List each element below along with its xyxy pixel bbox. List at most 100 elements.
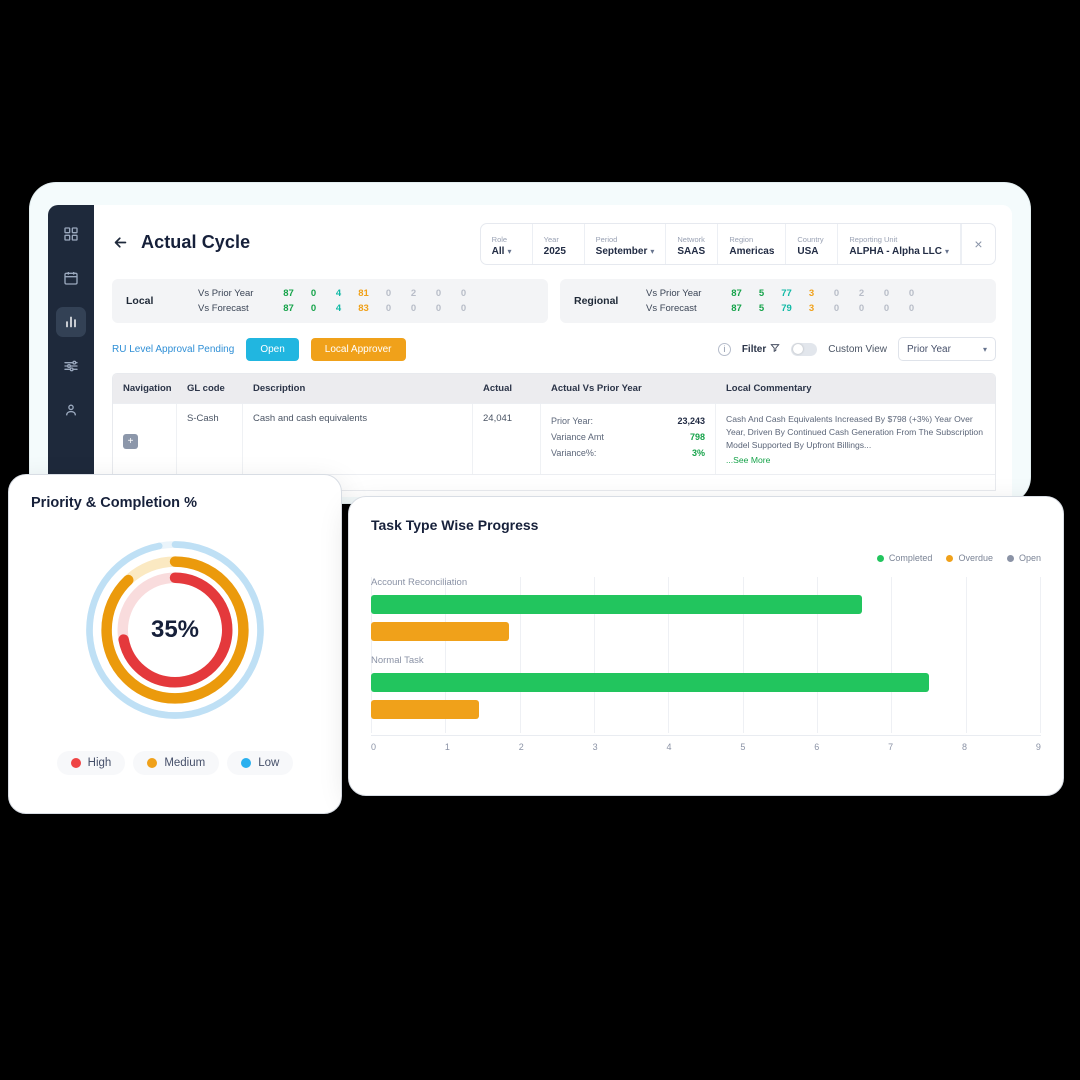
cell-local-commentary: Cash And Cash Equivalents Increased By $… bbox=[716, 404, 995, 474]
app-window: Actual Cycle Role All ▾ Year 2025 bbox=[48, 205, 1012, 497]
filter-region-value: Americas bbox=[729, 246, 775, 257]
app-content: Actual Cycle Role All ▾ Year 2025 bbox=[94, 205, 1012, 497]
gridline bbox=[1039, 577, 1041, 733]
x-axis-tick: 3 bbox=[592, 742, 598, 752]
summary-card-regional-title: Regional bbox=[574, 295, 619, 307]
expand-row-button[interactable]: + bbox=[123, 434, 138, 449]
summary-row: Vs Forecast 87 5 79 3 0 0 0 0 bbox=[646, 303, 915, 314]
sliders-settings-icon bbox=[63, 358, 79, 374]
ring-value-high bbox=[117, 572, 233, 688]
approval-strip: RU Level Approval Pending Open Local App… bbox=[94, 323, 1012, 361]
summary-card-local: Local Vs Prior Year 87 0 4 81 0 2 0 0 bbox=[112, 279, 548, 323]
legend-label-medium: Medium bbox=[164, 757, 206, 769]
filter-role[interactable]: Role All ▾ bbox=[481, 224, 533, 264]
x-axis-tick: 4 bbox=[666, 742, 672, 752]
legend-label-overdue: Overdue bbox=[958, 553, 993, 563]
filter-reporting-unit-value: ALPHA - Alpha LLC ▾ bbox=[849, 246, 949, 257]
funnel-icon bbox=[770, 343, 780, 356]
legend-item-open[interactable]: Open bbox=[1006, 553, 1041, 563]
table-header-description: Description bbox=[253, 383, 306, 394]
calendar-icon bbox=[63, 270, 79, 286]
legend-item-high[interactable]: High bbox=[56, 751, 126, 775]
metric-prior-year: Prior Year: 23,243 bbox=[551, 416, 705, 426]
legend-item-overdue[interactable]: Overdue bbox=[946, 553, 993, 563]
legend-item-medium[interactable]: Medium bbox=[133, 751, 220, 775]
filter-period-label: Period bbox=[595, 235, 618, 244]
legend-dot-overdue bbox=[946, 554, 954, 562]
legend-item-low[interactable]: Low bbox=[227, 751, 294, 775]
donut-svg bbox=[86, 541, 264, 719]
filter-region-label: Region bbox=[729, 235, 754, 244]
summary-row: Vs Prior Year 87 0 4 81 0 2 0 0 bbox=[198, 288, 467, 299]
legend-dot-completed bbox=[876, 554, 884, 562]
filter-button-label: Filter bbox=[741, 343, 767, 355]
table-header-gl-code: GL code bbox=[187, 383, 225, 394]
sidebar-item-calendar[interactable] bbox=[56, 263, 86, 293]
local-approver-button[interactable]: Local Approver bbox=[310, 337, 406, 361]
bar-completed[interactable] bbox=[371, 673, 930, 692]
filter-button[interactable]: Filter bbox=[742, 343, 780, 356]
approval-strip-left: RU Level Approval Pending Open Local App… bbox=[112, 337, 406, 361]
bar-overdue[interactable] bbox=[371, 622, 509, 641]
open-button[interactable]: Open bbox=[246, 337, 299, 361]
approval-status-text[interactable]: RU Level Approval Pending bbox=[112, 343, 235, 355]
x-axis-tick: 2 bbox=[518, 742, 524, 752]
table-header-actual: Actual bbox=[483, 383, 513, 394]
filter-country-value: USA bbox=[797, 246, 819, 257]
page-header: Actual Cycle Role All ▾ Year 2025 bbox=[94, 205, 1012, 265]
filter-network[interactable]: Network SAAS bbox=[666, 224, 719, 264]
see-more-link[interactable]: ...See More bbox=[726, 455, 771, 465]
legend-label-high: High bbox=[87, 757, 112, 769]
chevron-down-icon: ▾ bbox=[982, 344, 987, 354]
donut-center-value: 35% bbox=[150, 616, 200, 643]
filter-year[interactable]: Year 2025 bbox=[533, 224, 585, 264]
bar-group-normal-task: Normal Task bbox=[371, 655, 1041, 719]
gridline bbox=[593, 577, 595, 733]
bar-overdue[interactable] bbox=[371, 700, 479, 719]
arrow-left-icon[interactable] bbox=[112, 234, 129, 251]
summary-card-local-title: Local bbox=[126, 295, 154, 307]
filter-region[interactable]: Region Americas bbox=[718, 224, 787, 264]
filter-country[interactable]: Country USA bbox=[786, 224, 839, 264]
filter-period-value: September ▾ bbox=[595, 246, 655, 257]
filter-network-label: Network bbox=[677, 235, 705, 244]
info-icon[interactable]: i bbox=[717, 342, 731, 356]
bar-completed[interactable] bbox=[371, 595, 863, 614]
chevron-down-icon: ▾ bbox=[650, 247, 655, 256]
table-row[interactable]: + S-Cash Cash and cash equivalents 24,04… bbox=[113, 403, 995, 474]
x-axis-tick: 7 bbox=[888, 742, 894, 752]
custom-view-toggle[interactable] bbox=[791, 342, 818, 356]
legend-item-completed[interactable]: Completed bbox=[876, 553, 932, 563]
sidebar-item-reports[interactable] bbox=[56, 307, 86, 337]
x-axis-tick: 1 bbox=[444, 742, 450, 752]
x-axis-tick: 9 bbox=[1035, 742, 1041, 752]
ring-value-medium bbox=[101, 556, 249, 704]
summary-card-local-rows: Vs Prior Year 87 0 4 81 0 2 0 0 Vs Forec… bbox=[198, 288, 476, 314]
grid-dashboard-icon bbox=[63, 226, 79, 242]
legend-dot-medium bbox=[147, 758, 158, 768]
sidebar-item-settings[interactable] bbox=[56, 351, 86, 381]
priority-donut-chart: 35% bbox=[80, 535, 270, 725]
legend-dot-high bbox=[70, 758, 81, 768]
view-select[interactable]: Prior Year ▾ bbox=[898, 337, 996, 361]
x-axis-tick: 0 bbox=[371, 742, 377, 752]
sidebar-item-dashboard[interactable] bbox=[56, 219, 86, 249]
close-icon[interactable]: × bbox=[961, 224, 995, 264]
filter-network-value: SAAS bbox=[677, 246, 706, 257]
filter-period[interactable]: Period September ▾ bbox=[585, 224, 667, 264]
data-table: Navigation GL code Description Actual Ac… bbox=[112, 373, 996, 491]
x-axis-tick: 6 bbox=[814, 742, 820, 752]
bar-chart-icon bbox=[63, 314, 79, 330]
sidebar bbox=[48, 205, 94, 497]
bar-group-label: Account Reconciliation bbox=[371, 577, 468, 588]
gridline bbox=[519, 577, 521, 733]
filter-reporting-unit[interactable]: Reporting Unit ALPHA - Alpha LLC ▾ bbox=[838, 224, 961, 264]
legend-label-low: Low bbox=[258, 757, 280, 769]
sidebar-item-profile[interactable] bbox=[56, 395, 86, 425]
summary-row: Vs Forecast 87 0 4 83 0 0 0 0 bbox=[198, 303, 467, 314]
metric-variance-percent: Variance%: 3% bbox=[551, 448, 705, 458]
filter-reporting-unit-label: Reporting Unit bbox=[849, 235, 898, 244]
custom-view-label: Custom View bbox=[828, 343, 887, 355]
ring-value-low bbox=[86, 541, 264, 719]
